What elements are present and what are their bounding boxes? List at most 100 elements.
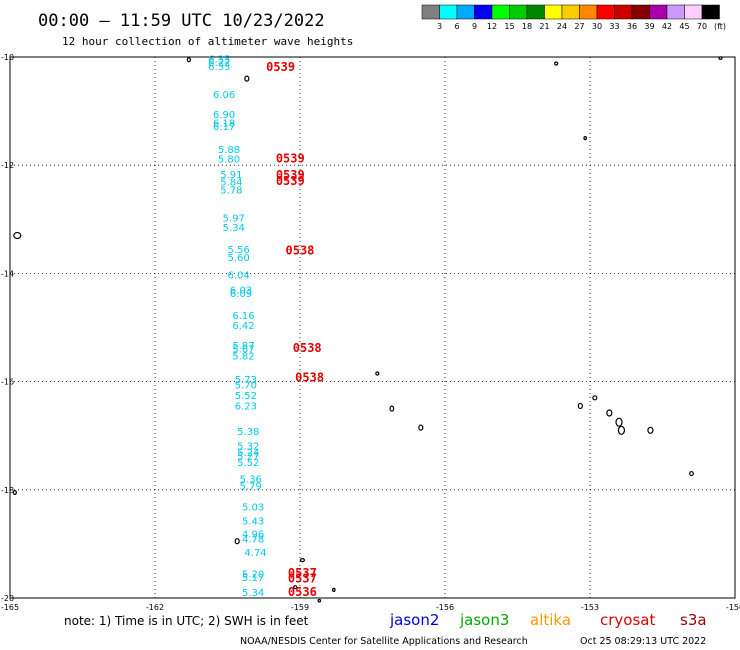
y-tick-label: -20 [1,594,14,603]
colorbar-tick-label: 9 [472,22,477,31]
chart-subtitle: 12 hour collection of altimeter wave hei… [62,35,353,48]
swh-value-label: 5.38 [237,427,259,438]
colorbar-swatch [526,4,545,20]
swh-value-label: 5.34 [223,223,245,234]
colorbar-swatch [474,4,493,20]
swh-value-label: 5.91 [220,170,242,181]
y-tick-label: -18 [1,486,14,495]
swh-value-label: 5.82 [232,352,254,363]
swh-labels: 6.356.226.33 6.06 6.906.186.17 5.885.80 5.91… [208,55,267,599]
island-outline [12,489,17,496]
island-outline [13,231,22,240]
colorbar-swatch [421,4,440,20]
swh-value-label: 5.36 [240,474,262,485]
swh-value-label: 6.17 [213,122,235,133]
satellite-legend-s3a: s3a [680,611,707,629]
colorbar-swatch [614,4,633,20]
swh-value-label: 4.96 [242,530,264,541]
swh-value-label: 6.90 [213,110,235,121]
colorbar-swatch [666,4,685,20]
swh-value-label: 5.84 [220,177,242,188]
swh-value-label: 6.09 [230,289,252,300]
satellite-legend-jason3: jason3 [459,611,509,629]
swh-value-label: 5.80 [218,155,240,166]
swh-value-label: 6.16 [232,311,254,322]
chart-title: 00:00 – 11:59 UTC 10/23/2022 [38,11,325,31]
coastlines [12,56,723,603]
swh-value-label: 5.67 [232,345,254,356]
credit-left: NOAA/NESDIS Center for Satellite Applica… [240,636,528,647]
colorbar-tick-label: 45 [679,22,689,31]
island-outline [186,57,191,63]
satellite-legend: jason2 jason3 altika cryosat s3a [389,611,707,629]
colorbar-legend: 3 6 9 12 15 18 21 24 27 30 33 36 39 42 45 70 [421,4,720,31]
x-tick-label: -150 [726,603,740,612]
swh-value-label: 5.78 [220,186,242,197]
island-outline [592,395,598,401]
y-tick-label: -16 [1,378,14,387]
island-outline [583,136,587,141]
credit-right: Oct 25 08:29:13 UTC 2022 [580,636,706,647]
time-label: 0538 [293,341,322,355]
swh-value-label: 6.22 [208,58,230,69]
island-outline [299,558,306,563]
swh-value-label: 6.03 [230,286,252,297]
satellite-legend-jason2: jason2 [389,611,439,629]
island-outline [577,402,583,410]
swh-value-label: 6.23 [235,401,257,412]
swh-value-label: 5.52 [235,391,257,402]
colorbar-tick-label: 27 [574,22,584,31]
colorbar-swatch [596,4,615,20]
satellite-legend-cryosat: cryosat [600,611,655,629]
swh-value-label: 4.74 [244,548,266,559]
swh-value-label: 5.20 [242,570,264,581]
swh-value-label: 5.97 [223,214,245,225]
colorbar-tick-label: 21 [539,22,549,31]
swh-value-label: 5.87 [232,341,254,352]
colorbar-swatch [649,4,668,20]
swh-value-label: 5.70 [235,380,257,391]
swh-value-label: 5.73 [235,375,257,386]
island-outline [647,426,654,434]
grid-lines [10,57,735,598]
colorbar-unit: (ft) [714,22,726,31]
x-axis-ticks: -165 -162 -159 -156 -153 -150 [1,603,740,612]
footnote: note: 1) Time is in UTC; 2) SWH is in fe… [64,614,309,628]
x-tick-label: -165 [1,603,19,612]
time-label: 0539 [276,168,305,182]
swh-value-label: 6.18 [213,118,235,129]
colorbar-swatch [701,4,720,20]
colorbar-tick-label: 6 [454,22,459,31]
time-label: 0539 [276,174,305,188]
swh-value-label: 5.03 [242,503,264,514]
island-outline [293,585,298,590]
swh-value-label: 6.06 [213,90,235,101]
x-tick-label: -162 [146,603,164,612]
colorbar-swatch [684,4,703,20]
swh-value-label: 5.17 [242,573,264,584]
island-outline [615,417,623,427]
swh-value-label: 5.56 [228,245,250,256]
colorbar-swatch [439,4,458,20]
time-label: 0537 [288,571,317,585]
swh-value-label: 5.27 [237,452,259,463]
y-tick-label: -10 [1,53,14,62]
island-outline [389,405,395,412]
swh-value-label: 5.43 [242,517,264,528]
swh-value-label: 5.79 [240,481,262,492]
plot-frame [9,56,736,599]
swh-value-label: 5.24 [237,448,259,459]
x-tick-label: -153 [581,603,599,612]
island-outline [234,538,240,545]
swh-value-label: 4.78 [242,534,264,545]
colorbar-tick-label: 12 [487,22,497,31]
island-outline [418,424,424,431]
colorbar-tick-label: 18 [522,22,532,31]
island-outline [244,75,250,82]
swh-value-label: 5.34 [242,588,264,599]
island-outline [689,470,694,477]
swh-value-label: 5.52 [237,458,259,469]
colorbar-tick-label: 42 [662,22,672,31]
